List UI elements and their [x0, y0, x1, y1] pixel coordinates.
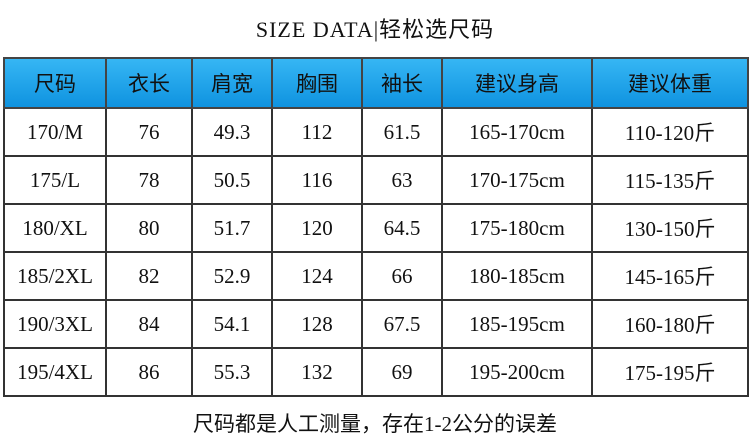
- table-row: 195/4XL 86 55.3 132 69 195-200cm 175-195斤: [3, 347, 749, 397]
- table-cell: 76: [105, 107, 193, 157]
- table-cell: 120: [271, 203, 363, 253]
- table-cell: 180/XL: [3, 203, 107, 253]
- footer-note: 尺码都是人工测量，存在1-2公分的误差: [193, 412, 557, 436]
- table-cell: 54.1: [191, 299, 273, 349]
- header-row: 尺码 衣长 肩宽 胸围 袖长 建议身高 建议体重: [3, 57, 749, 109]
- table-row: 180/XL 80 51.7 120 64.5 175-180cm 130-150斤: [3, 203, 749, 253]
- title: SIZE DATA|轻松选尺码: [255, 17, 495, 42]
- table-cell: 80: [105, 203, 193, 253]
- table-cell: 175-195斤: [591, 347, 749, 397]
- table-cell: 170/M: [3, 107, 107, 157]
- table-cell: 128: [271, 299, 363, 349]
- table-cell: 145-165斤: [591, 251, 749, 301]
- column-header: 袖长: [361, 57, 443, 109]
- table-cell: 84: [105, 299, 193, 349]
- table-cell: 66: [361, 251, 443, 301]
- table-cell: 185/2XL: [3, 251, 107, 301]
- table-cell: 170-175cm: [441, 155, 593, 205]
- table-cell: 180-185cm: [441, 251, 593, 301]
- table-cell: 52.9: [191, 251, 273, 301]
- column-header: 胸围: [271, 57, 363, 109]
- table-body: 170/M 76 49.3 112 61.5 165-170cm 110-120斤 175/L…: [3, 107, 749, 397]
- column-header: 衣长: [105, 57, 193, 109]
- table-row: 190/3XL 84 54.1 128 67.5 185-195cm 160-180斤: [3, 299, 749, 349]
- column-header: 尺码: [3, 57, 107, 109]
- table-cell: 110-120斤: [591, 107, 749, 157]
- table-cell: 115-135斤: [591, 155, 749, 205]
- column-header: 肩宽: [191, 57, 273, 109]
- table-cell: 61.5: [361, 107, 443, 157]
- table-cell: 50.5: [191, 155, 273, 205]
- table-cell: 49.3: [191, 107, 273, 157]
- table-cell: 195/4XL: [3, 347, 107, 397]
- table-cell: 64.5: [361, 203, 443, 253]
- table-cell: 78: [105, 155, 193, 205]
- table-cell: 69: [361, 347, 443, 397]
- table-cell: 160-180斤: [591, 299, 749, 349]
- table-row: 170/M 76 49.3 112 61.5 165-170cm 110-120斤: [3, 107, 749, 157]
- table-cell: 67.5: [361, 299, 443, 349]
- table-cell: 165-170cm: [441, 107, 593, 157]
- table-cell: 55.3: [191, 347, 273, 397]
- column-header: 建议身高: [441, 57, 593, 109]
- table-cell: 185-195cm: [441, 299, 593, 349]
- table-cell: 86: [105, 347, 193, 397]
- column-header: 建议体重: [591, 57, 749, 109]
- table-cell: 190/3XL: [3, 299, 107, 349]
- table-cell: 175-180cm: [441, 203, 593, 253]
- table-cell: 51.7: [191, 203, 273, 253]
- table-cell: 63: [361, 155, 443, 205]
- size-table: 尺码 衣长 肩宽 胸围 袖长 建议身高 建议体重 170/M 76 49.3 112 61.5 165…: [3, 57, 749, 397]
- table-cell: 132: [271, 347, 363, 397]
- table-cell: 195-200cm: [441, 347, 593, 397]
- table-row: 175/L 78 50.5 116 63 170-175cm 115-135斤: [3, 155, 749, 205]
- table-cell: 124: [271, 251, 363, 301]
- table-cell: 130-150斤: [591, 203, 749, 253]
- table-cell: 82: [105, 251, 193, 301]
- table-cell: 116: [271, 155, 363, 205]
- table-cell: 175/L: [3, 155, 107, 205]
- table-row: 185/2XL 82 52.9 124 66 180-185cm 145-165斤: [3, 251, 749, 301]
- table-cell: 112: [271, 107, 363, 157]
